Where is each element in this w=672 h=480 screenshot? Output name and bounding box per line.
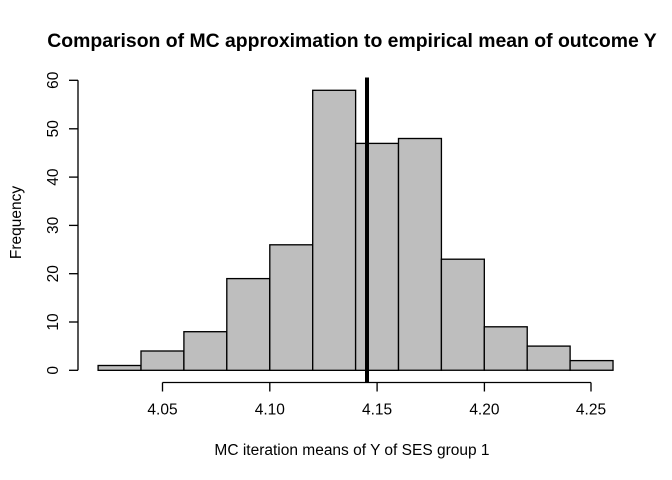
svg-text:50: 50 xyxy=(45,120,62,138)
svg-text:40: 40 xyxy=(45,168,62,186)
svg-text:10: 10 xyxy=(45,313,62,331)
svg-text:Comparison of MC approximation: Comparison of MC approximation to empiri… xyxy=(47,30,657,52)
svg-text:4.10: 4.10 xyxy=(255,402,286,419)
svg-text:4.25: 4.25 xyxy=(576,402,606,419)
svg-text:4.20: 4.20 xyxy=(469,402,500,419)
svg-text:4.15: 4.15 xyxy=(362,402,392,419)
svg-text:60: 60 xyxy=(45,71,62,89)
svg-text:20: 20 xyxy=(45,265,62,283)
svg-text:0: 0 xyxy=(45,366,62,375)
svg-text:Frequency: Frequency xyxy=(8,186,25,259)
svg-text:30: 30 xyxy=(45,216,62,234)
svg-text:4.05: 4.05 xyxy=(147,402,177,419)
svg-text:MC iteration means of Y of SES: MC iteration means of Y of SES group 1 xyxy=(214,442,489,459)
